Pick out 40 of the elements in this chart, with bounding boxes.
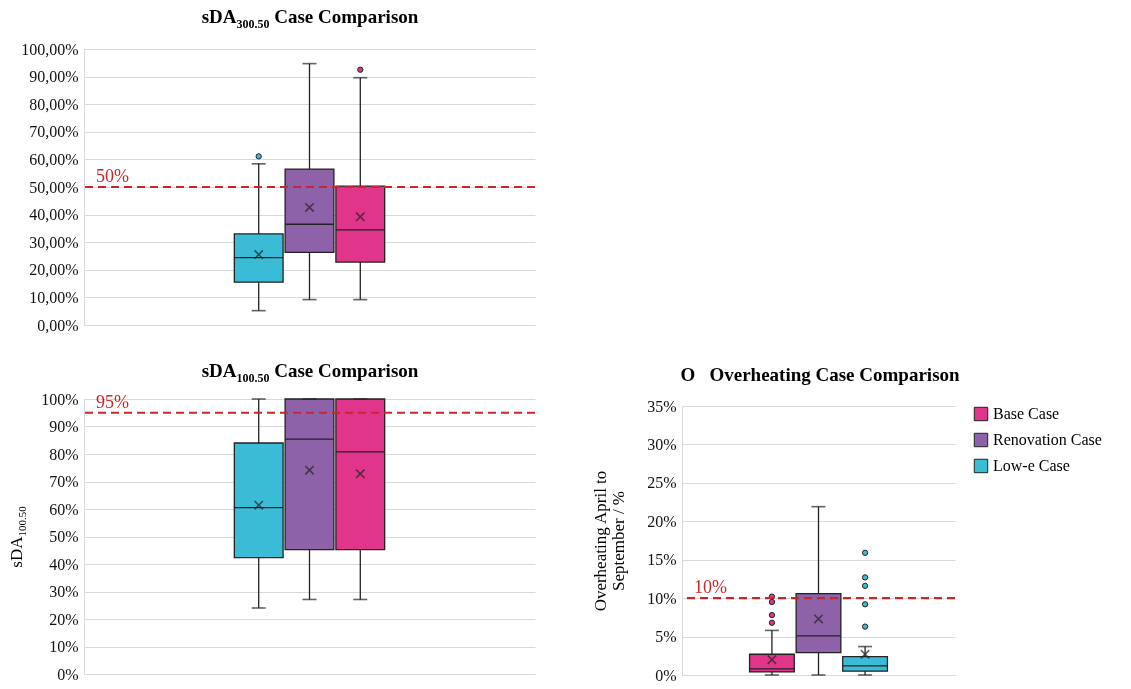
y-tick-label: 60% bbox=[49, 500, 79, 518]
ref-line-label: 95% bbox=[96, 391, 129, 412]
y-tick-label: 40% bbox=[49, 555, 79, 573]
legend-label: Low-e Case bbox=[993, 457, 1070, 474]
y-tick-label: 0,00% bbox=[37, 316, 79, 334]
y-tick-label: 80% bbox=[49, 445, 79, 463]
y-tick-label: 20% bbox=[49, 610, 79, 628]
chart-title: sDA$_{300.50}$ Case Comparison bbox=[201, 6, 419, 32]
y-tick-label: 0% bbox=[57, 665, 79, 683]
y-tick-label: 10% bbox=[647, 589, 677, 607]
y-tick-label: 100% bbox=[41, 390, 79, 408]
y-tick-label: 10,00% bbox=[29, 288, 79, 306]
y-tick-label: 50,00% bbox=[29, 178, 79, 196]
y-tick-label: 5% bbox=[655, 628, 677, 646]
y-tick-label: 90,00% bbox=[29, 68, 79, 86]
y-tick-label: 100,00% bbox=[21, 40, 79, 58]
y-tick-label: 25% bbox=[647, 474, 677, 492]
y-tick-label: 35% bbox=[647, 397, 677, 415]
y-tick-label: 40,00% bbox=[29, 206, 79, 224]
y-axis-title: Overheating April to September / % bbox=[591, 469, 628, 613]
y-tick-label: 90% bbox=[49, 418, 79, 435]
y-tick-label: 0% bbox=[655, 666, 677, 684]
y-tick-label: 20% bbox=[647, 512, 677, 530]
chart-title: sDA$_{100.50}$ Case Comparison bbox=[201, 360, 419, 386]
y-tick-label: 30% bbox=[647, 435, 677, 453]
ref-line-label: 50% bbox=[96, 166, 129, 186]
y-tick-label: 30% bbox=[49, 583, 79, 600]
chart-title: O Overheating Case Comparison bbox=[680, 364, 960, 386]
legend-label: Renovation Case bbox=[993, 431, 1102, 448]
y-tick-label: 70,00% bbox=[29, 123, 79, 141]
y-tick-label: 30,00% bbox=[29, 233, 79, 251]
y-tick-label: 15% bbox=[647, 551, 677, 569]
ref-line-label: 10% bbox=[694, 577, 727, 598]
y-tick-label: 10% bbox=[49, 638, 79, 655]
y-tick-label: 20,00% bbox=[29, 261, 79, 279]
legend-label: Base Case bbox=[993, 405, 1060, 422]
y-tick-label: 70% bbox=[49, 473, 79, 490]
y-tick-label: 60,00% bbox=[29, 150, 79, 168]
y-tick-label: 80,00% bbox=[29, 95, 79, 113]
y-tick-label: 50% bbox=[49, 528, 79, 545]
